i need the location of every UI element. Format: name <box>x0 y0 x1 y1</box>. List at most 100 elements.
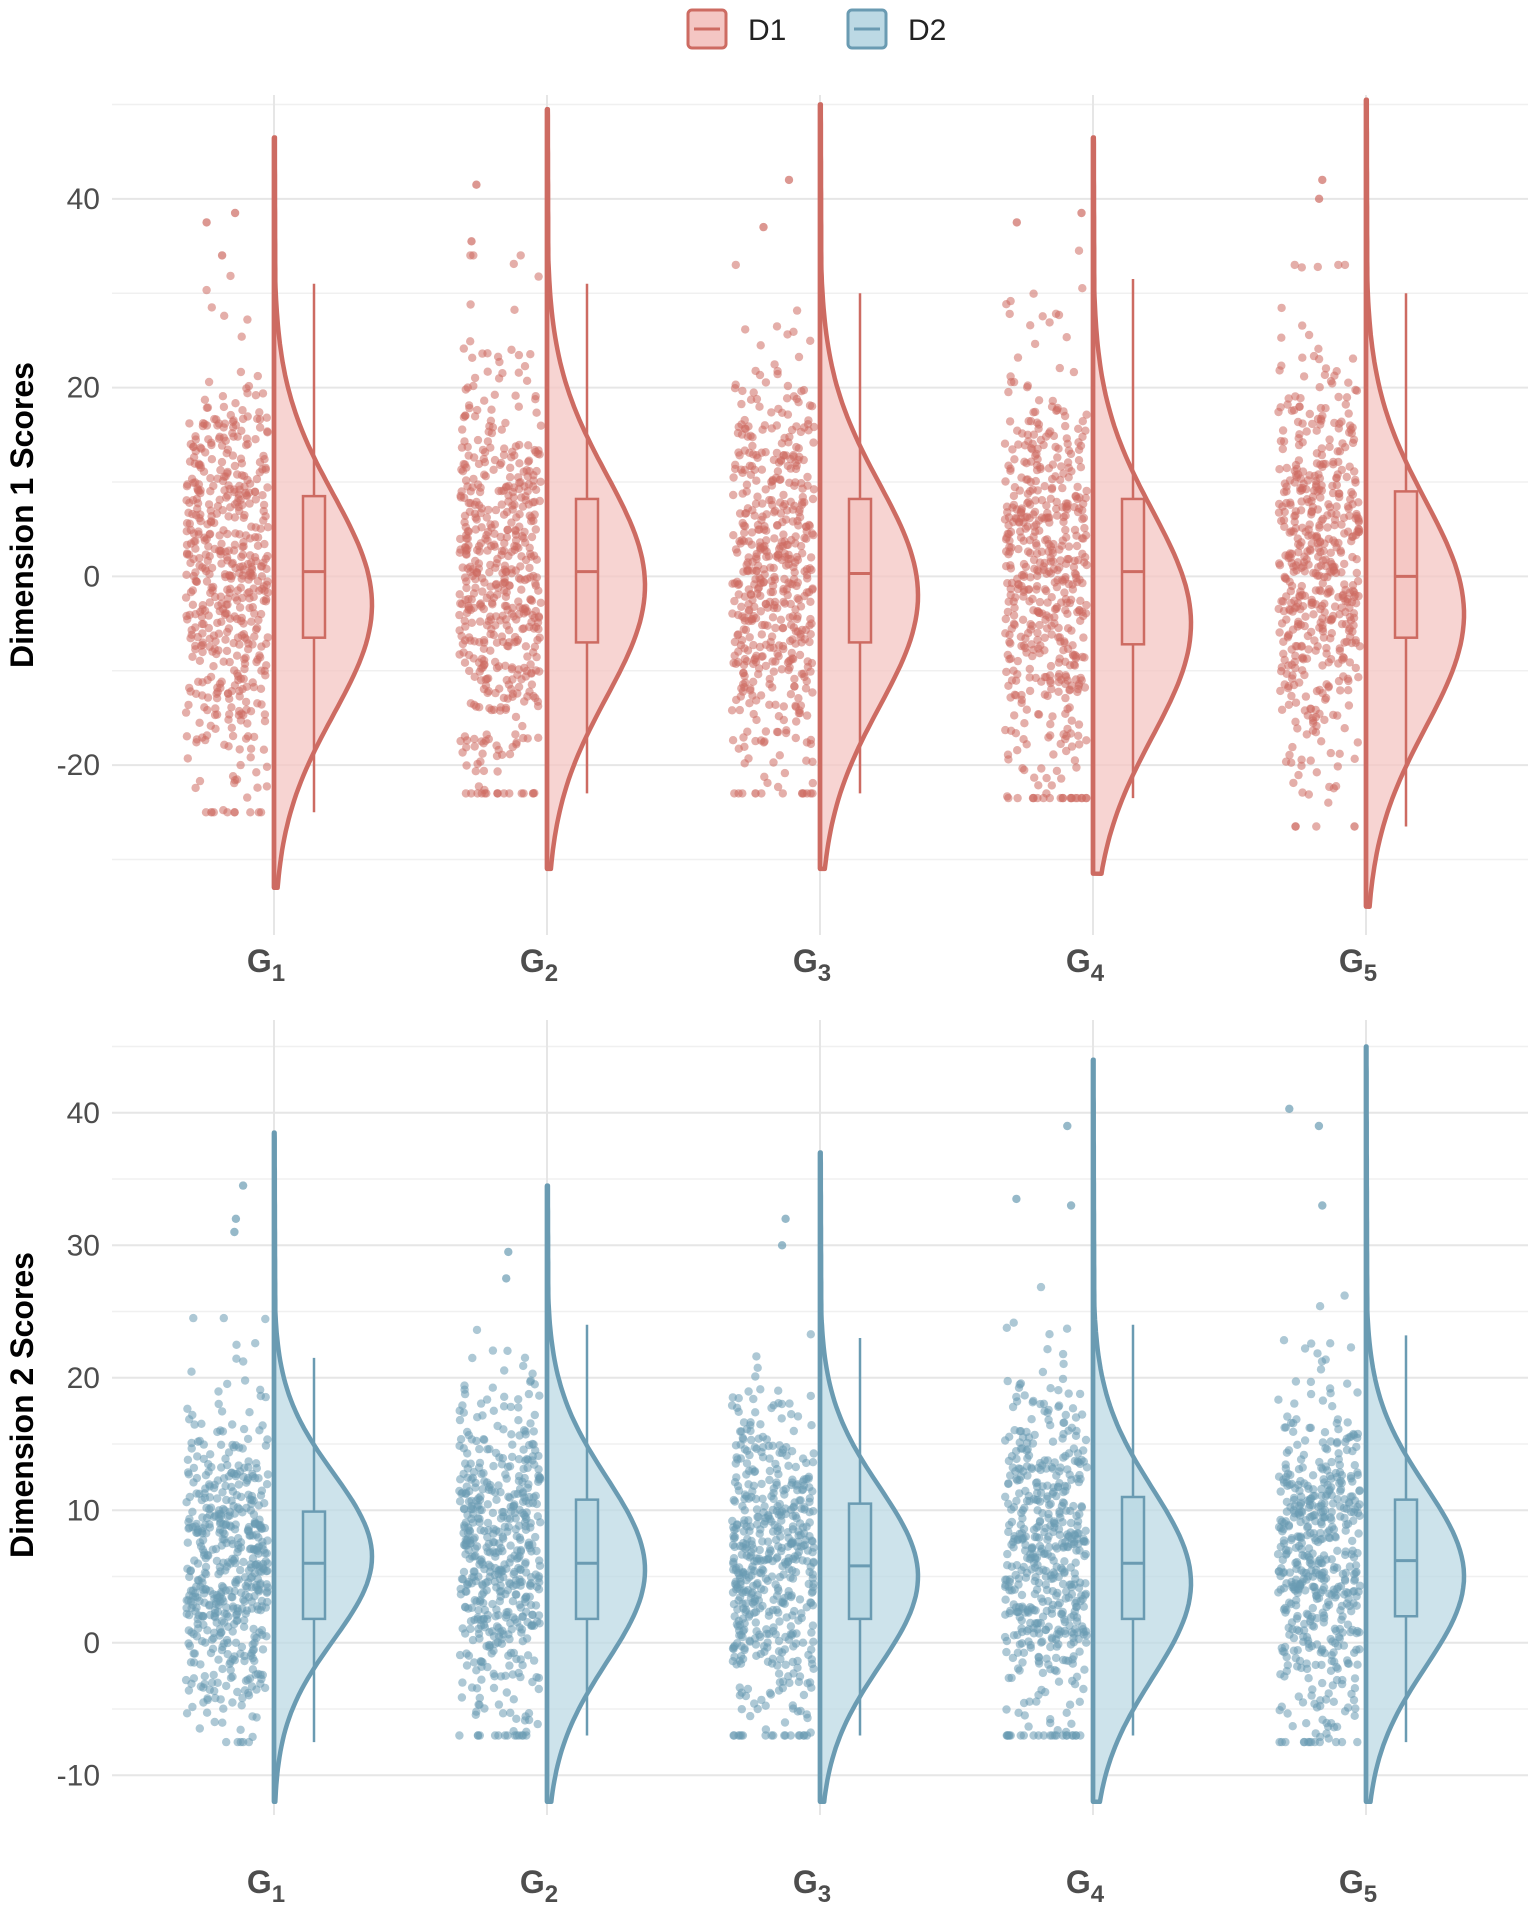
points-D2-g3 <box>727 1214 818 1740</box>
data-point <box>202 534 211 544</box>
data-point <box>244 1737 254 1747</box>
outlier-point <box>472 180 481 189</box>
data-point <box>258 491 267 500</box>
data-point <box>1031 1573 1040 1582</box>
data-point <box>479 644 489 653</box>
data-point <box>1031 451 1040 460</box>
data-point <box>1323 589 1332 598</box>
data-point <box>1045 1543 1054 1552</box>
data-point <box>505 1661 514 1670</box>
data-point <box>1074 556 1083 565</box>
data-point <box>498 579 508 588</box>
data-point <box>774 1669 784 1678</box>
data-point <box>240 1376 250 1385</box>
data-point <box>1275 366 1284 375</box>
data-point <box>223 585 232 594</box>
data-point <box>1055 475 1065 485</box>
data-point <box>256 1679 265 1688</box>
data-point <box>1302 427 1311 436</box>
data-point <box>1055 633 1065 642</box>
data-point <box>1022 1568 1032 1578</box>
data-point <box>237 1701 246 1710</box>
data-point <box>478 663 487 672</box>
data-point <box>466 1504 476 1514</box>
data-point <box>1050 613 1059 622</box>
data-point <box>246 744 256 753</box>
data-point <box>458 425 467 434</box>
data-point <box>1017 1627 1027 1637</box>
violin-D1-g3 <box>817 102 921 872</box>
data-point <box>1048 549 1058 558</box>
data-point <box>1292 464 1302 473</box>
data-point <box>1054 1525 1064 1534</box>
data-point <box>198 563 207 572</box>
data-point <box>188 600 198 609</box>
data-point <box>1046 661 1056 671</box>
data-point <box>1326 377 1336 386</box>
points-D1-g1 <box>181 208 273 817</box>
data-point <box>1285 577 1294 586</box>
data-point <box>494 1481 503 1490</box>
data-point <box>194 461 204 470</box>
data-point <box>466 300 475 309</box>
data-point <box>1082 736 1091 745</box>
data-point <box>1001 477 1010 486</box>
data-point <box>526 660 535 669</box>
data-point <box>792 717 801 726</box>
data-point <box>737 1427 746 1436</box>
data-point <box>260 539 269 549</box>
data-point <box>477 523 486 532</box>
data-point <box>1006 296 1015 306</box>
data-point <box>237 1604 247 1613</box>
data-point <box>474 1624 483 1634</box>
violin-D2-g3 <box>817 1150 921 1805</box>
data-point <box>803 1713 812 1723</box>
data-point <box>791 478 800 487</box>
data-point <box>1290 512 1299 521</box>
data-point <box>809 1449 818 1458</box>
data-point <box>1032 1697 1041 1706</box>
data-point <box>219 1704 228 1713</box>
data-point <box>219 1313 228 1323</box>
outlier-point <box>759 222 768 232</box>
data-point <box>1307 627 1316 637</box>
data-point <box>781 728 791 738</box>
data-point <box>190 1556 199 1565</box>
data-point <box>809 1579 818 1589</box>
data-point <box>1012 1454 1021 1464</box>
data-point <box>1297 761 1306 770</box>
data-point <box>473 435 483 445</box>
data-point <box>468 1635 478 1645</box>
data-point <box>261 1557 270 1566</box>
data-point <box>222 646 232 656</box>
data-point <box>455 1441 464 1451</box>
data-point <box>185 519 194 528</box>
data-point <box>745 633 754 642</box>
data-point <box>1284 553 1293 563</box>
data-point <box>497 632 507 641</box>
data-point <box>200 395 210 404</box>
data-point <box>806 1728 815 1737</box>
data-point <box>1352 386 1362 395</box>
data-point <box>1010 620 1019 629</box>
data-point <box>200 1548 209 1557</box>
box-D2-g2 <box>574 1498 600 1621</box>
data-point <box>226 1665 235 1675</box>
data-point <box>1080 653 1089 662</box>
data-point <box>521 1593 531 1602</box>
data-point <box>796 1496 805 1505</box>
data-point <box>1332 367 1341 376</box>
data-point <box>263 1566 272 1576</box>
data-point <box>489 1461 498 1471</box>
data-point <box>1352 568 1362 578</box>
data-point <box>1067 1719 1076 1729</box>
data-point <box>202 1708 212 1717</box>
data-point <box>514 350 524 360</box>
data-point <box>505 1462 515 1471</box>
data-point <box>1033 628 1042 638</box>
data-point <box>1047 781 1057 790</box>
data-point <box>215 432 224 441</box>
data-point <box>203 520 212 529</box>
data-point <box>1305 409 1315 419</box>
y-tick-label: -20 <box>57 749 100 782</box>
